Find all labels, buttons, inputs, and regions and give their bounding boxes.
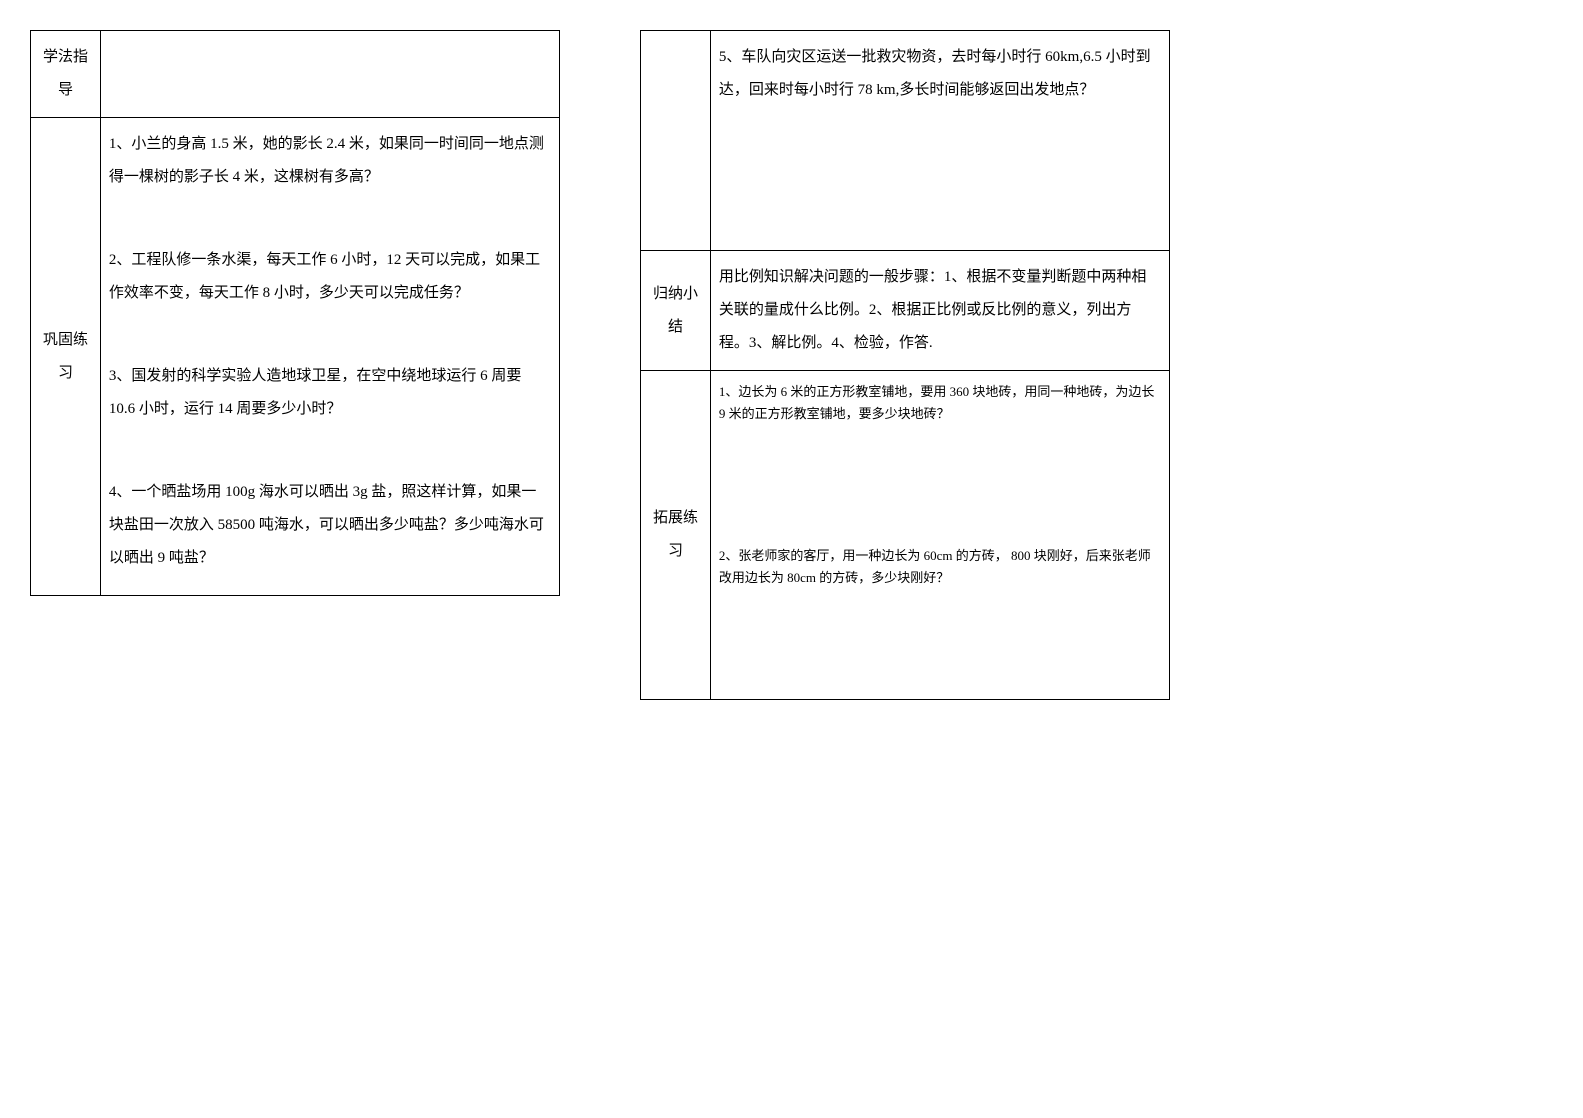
left-row-1: 学法指导	[31, 31, 560, 118]
problem-4: 4、一个晒盐场用 100g 海水可以晒出 3g 盐，照这样计算，如果一块盐田一次…	[109, 476, 551, 575]
gonggu-lianxi-content: 1、小兰的身高 1.5 米，她的影长 2.4 米，如果同一时间同一地点测得一棵树…	[100, 118, 559, 596]
right-row-2: 归纳小结 用比例知识解决问题的一般步骤：1、根据不变量判断题中两种相关联的量成什…	[641, 251, 1170, 371]
guina-xiaojie-content: 用比例知识解决问题的一般步骤：1、根据不变量判断题中两种相关联的量成什么比例。2…	[710, 251, 1169, 371]
page-container: 学法指导 巩固练习 1、小兰的身高 1.5 米，她的影长 2.4 米，如果同一时…	[30, 30, 1553, 700]
problem-5-cell: 5、车队向灾区运送一批救灾物资，去时每小时行 60km,6.5 小时到达，回来时…	[710, 31, 1169, 251]
problem-1: 1、小兰的身高 1.5 米，她的影长 2.4 米，如果同一时间同一地点测得一棵树…	[109, 128, 551, 194]
right-row1-label	[641, 31, 711, 251]
right-table: 5、车队向灾区运送一批救灾物资，去时每小时行 60km,6.5 小时到达，回来时…	[640, 30, 1170, 700]
left-table: 学法指导 巩固练习 1、小兰的身高 1.5 米，她的影长 2.4 米，如果同一时…	[30, 30, 560, 596]
guina-xiaojie-label: 归纳小结	[641, 251, 711, 371]
right-row-3: 拓展练习 1、边长为 6 米的正方形教室铺地，要用 360 块地砖，用同一种地砖…	[641, 371, 1170, 700]
xuefa-zhidao-label: 学法指导	[31, 31, 101, 118]
extend-problem-1: 1、边长为 6 米的正方形教室铺地，要用 360 块地砖，用同一种地砖，为边长 …	[719, 381, 1161, 425]
gonggu-lianxi-label: 巩固练习	[31, 118, 101, 596]
xuefa-zhidao-content	[100, 31, 559, 118]
tuozhan-lianxi-content: 1、边长为 6 米的正方形教室铺地，要用 360 块地砖，用同一种地砖，为边长 …	[710, 371, 1169, 700]
extend-problem-2: 2、张老师家的客厅，用一种边长为 60cm 的方砖， 800 块刚好，后来张老师…	[719, 545, 1161, 589]
tuozhan-lianxi-label: 拓展练习	[641, 371, 711, 700]
left-row-2: 巩固练习 1、小兰的身高 1.5 米，她的影长 2.4 米，如果同一时间同一地点…	[31, 118, 560, 596]
right-row-1: 5、车队向灾区运送一批救灾物资，去时每小时行 60km,6.5 小时到达，回来时…	[641, 31, 1170, 251]
problem-5: 5、车队向灾区运送一批救灾物资，去时每小时行 60km,6.5 小时到达，回来时…	[719, 41, 1161, 107]
problem-2: 2、工程队修一条水渠，每天工作 6 小时，12 天可以完成，如果工作效率不变，每…	[109, 244, 551, 310]
problem-3: 3、国发射的科学实验人造地球卫星，在空中绕地球运行 6 周要 10.6 小时，运…	[109, 360, 551, 426]
